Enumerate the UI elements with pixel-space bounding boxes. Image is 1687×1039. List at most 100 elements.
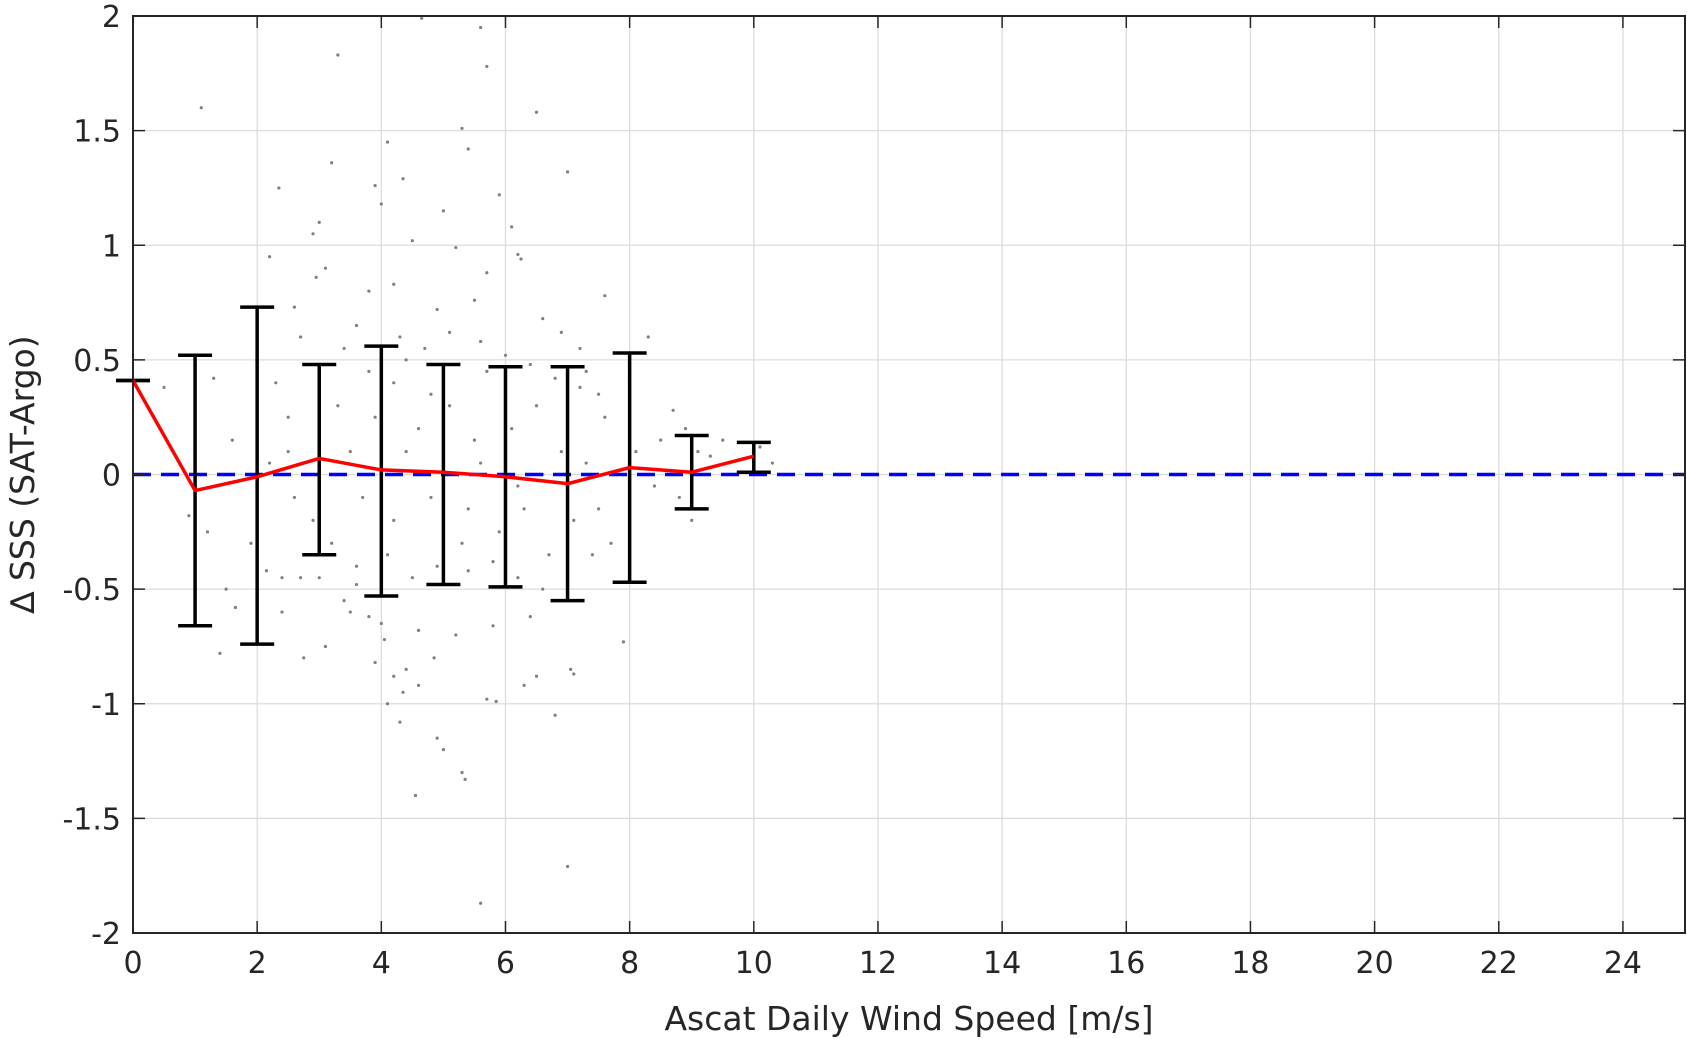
scatter-point xyxy=(485,697,489,701)
scatter-point xyxy=(696,449,700,454)
scatter-point xyxy=(472,438,477,442)
scatter-point xyxy=(416,628,421,632)
mean-line xyxy=(131,379,755,493)
y-tick-label: -1 xyxy=(91,688,121,723)
scatter-point xyxy=(317,220,321,224)
scatter-point xyxy=(348,610,352,614)
scatter-point xyxy=(385,553,390,557)
x-tick-label: 22 xyxy=(1480,946,1518,981)
scatter-point xyxy=(646,335,650,339)
scatter-point xyxy=(565,864,570,869)
scatter-point xyxy=(609,541,613,545)
scatter-point xyxy=(199,106,203,110)
scatter-point xyxy=(472,298,477,302)
scatter-point xyxy=(497,530,501,534)
scatter-point xyxy=(522,507,526,511)
scatter-point xyxy=(516,252,520,257)
scatter-point xyxy=(398,335,402,339)
x-tick-label: 6 xyxy=(496,946,515,981)
scatter-point xyxy=(510,225,514,229)
scatter-point xyxy=(361,495,365,500)
scatter-point xyxy=(224,587,228,591)
scatter-point xyxy=(584,461,588,465)
scatter-point xyxy=(354,564,359,568)
x-tick-label: 10 xyxy=(735,946,773,981)
scatter-point xyxy=(379,621,383,626)
scatter-point xyxy=(519,257,523,261)
error-bar xyxy=(426,362,461,587)
x-tick-label: 14 xyxy=(983,946,1021,981)
scatter-point xyxy=(187,514,191,518)
scatter-point xyxy=(441,748,445,752)
scatter-point xyxy=(671,408,675,412)
scatter-point xyxy=(541,317,545,321)
scatter-point xyxy=(416,427,421,431)
y-tick-label: 1.5 xyxy=(73,115,121,150)
mean-line-path xyxy=(131,379,755,493)
scatter-point xyxy=(336,404,340,408)
scatter-point xyxy=(534,110,539,114)
scatter-point xyxy=(553,713,557,717)
scatter-point xyxy=(162,385,166,389)
scatter-point xyxy=(528,615,532,619)
scatter-point xyxy=(330,541,334,545)
scatter-point xyxy=(578,385,582,389)
scatter-point xyxy=(401,177,405,181)
scatter-point xyxy=(311,232,315,236)
scatter-point xyxy=(565,170,570,174)
scatter-point xyxy=(230,438,234,442)
scatter-point xyxy=(299,576,303,580)
scatter-point xyxy=(233,605,238,610)
scatter-point xyxy=(392,381,396,385)
scatter-point xyxy=(559,330,563,334)
scatter-point xyxy=(528,362,532,367)
scatter-point xyxy=(479,901,483,905)
scatter-point xyxy=(485,369,489,373)
scatter-point xyxy=(721,438,725,442)
y-tick-label: -2 xyxy=(91,917,121,952)
axes xyxy=(132,15,1686,934)
scatter-point xyxy=(466,569,470,573)
scatter-point xyxy=(264,569,269,573)
scatter-point xyxy=(205,530,210,534)
scatter-point xyxy=(479,339,483,344)
x-tick-label: 12 xyxy=(859,946,897,981)
scatter-point xyxy=(479,461,483,465)
scatter-point xyxy=(367,289,371,293)
x-tick-label: 20 xyxy=(1356,946,1394,981)
scatter-point xyxy=(503,353,508,357)
scatter-point xyxy=(429,495,433,500)
scatter-point xyxy=(603,294,607,298)
scatter-point xyxy=(280,576,284,580)
scatter-point xyxy=(435,736,439,740)
scatter-point xyxy=(373,660,377,665)
scatter-point xyxy=(621,640,626,644)
scatter-point xyxy=(479,25,483,30)
scatter-point xyxy=(634,449,638,454)
scatter-point xyxy=(354,323,359,328)
y-tick-label: 1 xyxy=(102,229,121,264)
scatter-point xyxy=(559,449,563,454)
scatter-point xyxy=(652,484,657,488)
scatter-point xyxy=(280,610,284,614)
scatter-point xyxy=(659,438,663,442)
scatter-point xyxy=(466,147,470,151)
scatter-point xyxy=(485,64,489,69)
scatter-point xyxy=(249,541,253,545)
scatter-point xyxy=(299,335,303,339)
scatter-point xyxy=(510,427,514,431)
scatter-point xyxy=(432,656,436,660)
x-axis-title: Ascat Daily Wind Speed [m/s] xyxy=(664,999,1153,1038)
scatter-point xyxy=(597,392,601,396)
scatter-point xyxy=(603,415,607,419)
scatter-point xyxy=(516,576,520,580)
scatter-point xyxy=(302,656,306,660)
scatter-point xyxy=(410,576,414,580)
scatter-point xyxy=(385,702,390,706)
x-tick-labels: 0 2 4 6 8 10 12 14 16 18 20 22 24 xyxy=(123,946,1642,981)
scatter-point xyxy=(277,186,281,190)
scatter-point xyxy=(597,507,601,511)
scatter-point xyxy=(267,461,272,465)
scatter-point xyxy=(330,161,334,165)
